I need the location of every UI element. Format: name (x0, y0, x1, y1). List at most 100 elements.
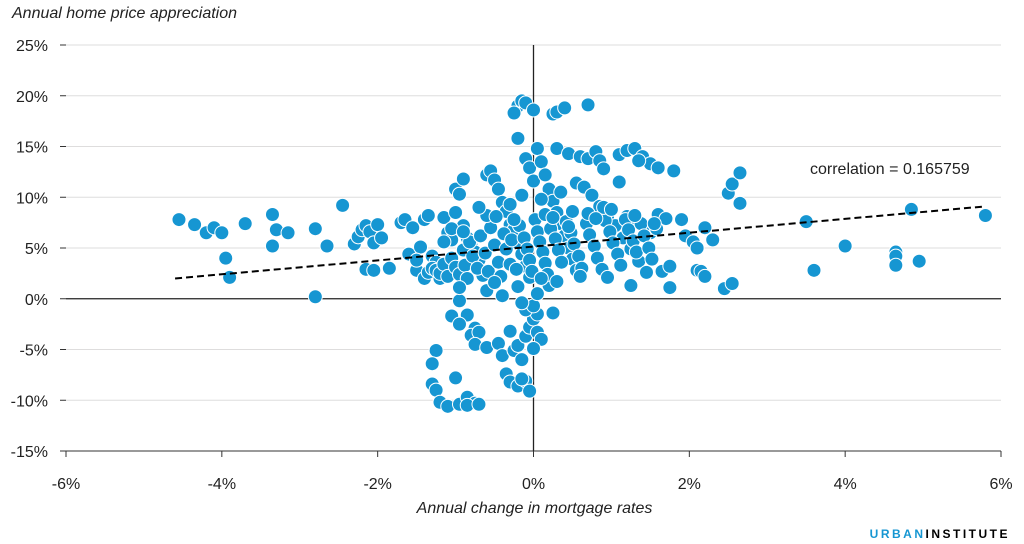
x-tick-label: -4% (208, 476, 236, 493)
data-point (504, 232, 520, 248)
data-point (405, 220, 421, 236)
data-point (697, 220, 713, 236)
data-point (381, 260, 397, 276)
data-point (526, 340, 541, 356)
y-tick-label: 10% (16, 190, 48, 207)
y-tick-label: -15% (11, 444, 48, 461)
data-point (455, 171, 471, 187)
data-point (888, 257, 904, 273)
data-point (564, 203, 580, 219)
data-point (613, 257, 629, 273)
data-point (451, 316, 467, 332)
brand-logo: URBANINSTITUTE (870, 527, 1010, 541)
correlation-annotation: correlation = 0.165759 (810, 161, 970, 178)
data-point (533, 154, 549, 170)
data-point (319, 238, 335, 254)
data-point (533, 270, 549, 286)
data-point (646, 216, 662, 232)
data-point (218, 250, 234, 266)
data-point (487, 275, 503, 291)
data-point (413, 239, 429, 255)
data-point (549, 273, 565, 289)
data-point (732, 165, 748, 181)
data-point (366, 262, 382, 278)
data-point (644, 251, 660, 267)
data-point (705, 232, 721, 248)
data-point (903, 201, 919, 217)
data-point (187, 217, 203, 233)
data-point (533, 191, 549, 207)
data-point (508, 261, 524, 277)
data-point (471, 396, 487, 412)
data-point (335, 197, 351, 213)
data-point (307, 221, 323, 237)
data-point (451, 293, 467, 309)
data-point (510, 130, 526, 146)
data-point (627, 208, 643, 224)
trend-line (174, 205, 986, 280)
data-point (572, 268, 588, 284)
data-point (666, 163, 682, 179)
data-point (473, 228, 489, 244)
data-point (631, 153, 647, 169)
data-point (557, 100, 573, 116)
x-tick-labels: -6% -4% -2% 0% 2% 4% 6% (52, 476, 1013, 493)
data-point (724, 176, 740, 192)
data-point (420, 208, 436, 224)
data-point (409, 252, 425, 268)
y-tick-label: 15% (16, 140, 48, 157)
data-point (264, 207, 280, 223)
x-tick-label: 6% (989, 476, 1012, 493)
data-point (488, 209, 504, 225)
data-point (554, 254, 570, 270)
data-point (545, 305, 561, 321)
y-tick-label: 5% (25, 241, 48, 258)
data-point (806, 262, 822, 278)
data-point (526, 102, 541, 118)
data-point (529, 141, 545, 157)
data-point (370, 217, 386, 233)
data-point (545, 210, 561, 226)
x-tick-label: 4% (834, 476, 857, 493)
data-point (502, 196, 518, 212)
data-point (490, 181, 506, 197)
data-point (514, 352, 530, 368)
data-point (471, 199, 487, 215)
data-point (506, 105, 522, 121)
data-point (522, 383, 538, 399)
data-point (911, 253, 927, 269)
data-point (689, 240, 705, 256)
data-point (600, 269, 616, 285)
data-point (514, 187, 530, 203)
data-point (171, 212, 187, 228)
x-tick-label: 0% (522, 476, 545, 493)
data-point (506, 212, 522, 228)
data-point (514, 371, 530, 387)
y-tick-label: -10% (11, 393, 48, 410)
data-point (623, 278, 639, 294)
data-point (662, 280, 678, 296)
brand-word-1: URBAN (869, 527, 926, 541)
y-tick-label: 0% (25, 292, 48, 309)
data-point (580, 97, 596, 113)
data-point (436, 234, 452, 250)
data-point (237, 216, 253, 232)
data-point (553, 184, 569, 200)
data-point (529, 286, 545, 302)
y-tick-label: 20% (16, 89, 48, 106)
data-point (674, 212, 690, 228)
data-point (451, 186, 467, 202)
data-point (280, 225, 296, 241)
data-point (603, 201, 619, 217)
y-tick-label: -5% (20, 343, 48, 360)
data-point (307, 289, 323, 305)
data-point (428, 343, 444, 359)
data-point (650, 160, 666, 176)
data-point (561, 219, 577, 235)
data-point (214, 225, 230, 241)
data-point (264, 238, 280, 254)
data-point (837, 238, 853, 254)
data-point (977, 208, 993, 224)
data-point (448, 204, 464, 220)
